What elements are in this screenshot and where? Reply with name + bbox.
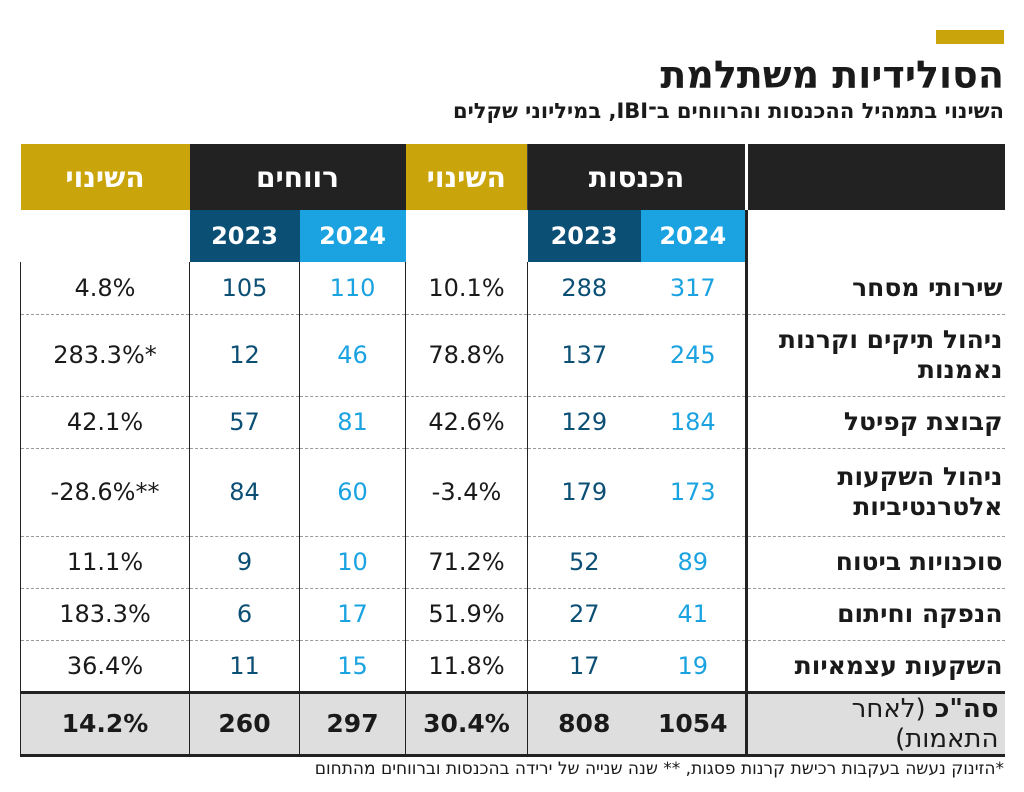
row-label: הנפקה וחיתום xyxy=(745,588,1005,641)
profit-2024-cell: 10 xyxy=(299,536,406,589)
total-label-cell: סה"כ (לאחר התאמות) xyxy=(745,690,1005,757)
profit-2023-cell: 12 xyxy=(189,314,300,397)
total-income-2023-cell: 808 xyxy=(527,690,641,757)
table-row: ניהול השקעות אלטרנטיביות 173 179 -3.4% 6… xyxy=(20,448,1005,537)
total-note: (לאחר התאמות) xyxy=(851,693,999,754)
income-2023-cell: 129 xyxy=(527,396,641,449)
profits-year-2024-header: 2024 xyxy=(299,210,406,262)
total-row: סה"כ (לאחר התאמות) 1054 808 30.4% 297 26… xyxy=(20,690,1005,757)
profit-2024-cell: 17 xyxy=(299,588,406,641)
income-2024-cell: 173 xyxy=(640,448,747,537)
income-2023-cell: 17 xyxy=(527,640,641,693)
income-change-header: השינוי xyxy=(405,144,528,210)
income-2024-cell: 89 xyxy=(640,536,747,589)
profit-2024-cell: 81 xyxy=(299,396,406,449)
profit-change-cell: 11.1% xyxy=(20,536,190,589)
row-label: ניהול תיקים וקרנות נאמנות xyxy=(745,314,1005,397)
profit-2024-cell: 110 xyxy=(299,262,406,315)
income-change-year-blank xyxy=(406,210,528,262)
income-year-2024-header: 2024 xyxy=(640,210,747,262)
profit-2024-cell: 60 xyxy=(299,448,406,537)
row-label: סוכנויות ביטוח xyxy=(745,536,1005,589)
footnote: *הזינוק נעשה בעקבות רכישת קרנות פסגות, *… xyxy=(314,759,1004,779)
table-row: ניהול תיקים וקרנות נאמנות 245 137 78.8% … xyxy=(20,314,1005,397)
total-label: סה"כ xyxy=(934,693,999,724)
total-profit-2024-cell: 297 xyxy=(299,690,406,757)
profit-2023-cell: 84 xyxy=(189,448,300,537)
table-row: שירותי מסחר 317 288 10.1% 110 105 4.8% xyxy=(20,262,1005,315)
row-label: קבוצת קפיטל xyxy=(745,396,1005,449)
page-title: הסולידיות משתלמת xyxy=(660,53,1004,97)
total-income-2024-cell: 1054 xyxy=(640,690,747,757)
income-change-cell: 10.1% xyxy=(405,262,528,315)
profit-change-cell: 183.3% xyxy=(20,588,190,641)
group-header-row: הכנסות השינוי רווחים השינוי xyxy=(20,144,1005,210)
profit-change-cell: 36.4% xyxy=(20,640,190,693)
table-row: קבוצת קפיטל 184 129 42.6% 81 57 42.1% xyxy=(20,396,1005,449)
profit-2024-cell: 46 xyxy=(299,314,406,397)
income-2024-cell: 317 xyxy=(640,262,747,315)
income-group-header: הכנסות xyxy=(527,144,747,210)
income-change-cell: 51.9% xyxy=(405,588,528,641)
total-profit-change-cell: 14.2% xyxy=(20,690,190,757)
income-2023-cell: 288 xyxy=(527,262,641,315)
data-table: הכנסות השינוי רווחים השינוי 2024 2023 20… xyxy=(20,144,1005,757)
income-2024-cell: 245 xyxy=(640,314,747,397)
income-2023-cell: 179 xyxy=(527,448,641,537)
income-2023-cell: 27 xyxy=(527,588,641,641)
table-row: הנפקה וחיתום 41 27 51.9% 17 6 183.3% xyxy=(20,588,1005,641)
year-label-blank xyxy=(745,210,1005,262)
income-change-cell: 78.8% xyxy=(405,314,528,397)
total-profit-2023-cell: 260 xyxy=(189,690,300,757)
income-2023-cell: 137 xyxy=(527,314,641,397)
page-subtitle: השינוי בתמהיל ההכנסות והרווחים ב־IBI, במ… xyxy=(452,99,1004,123)
profit-2023-cell: 6 xyxy=(189,588,300,641)
income-2024-cell: 41 xyxy=(640,588,747,641)
income-change-cell: -3.4% xyxy=(405,448,528,537)
label-header-blank xyxy=(745,144,1005,210)
income-2024-cell: 19 xyxy=(640,640,747,693)
income-change-cell: 42.6% xyxy=(405,396,528,449)
profit-change-cell: 283.3%* xyxy=(20,314,190,397)
income-2024-cell: 184 xyxy=(640,396,747,449)
profit-change-cell: -28.6%** xyxy=(20,448,190,537)
income-change-cell: 71.2% xyxy=(405,536,528,589)
accent-bar xyxy=(936,30,1004,44)
year-header-row: 2024 2023 2024 2023 xyxy=(21,210,1005,262)
income-2023-cell: 52 xyxy=(527,536,641,589)
profit-2023-cell: 105 xyxy=(189,262,300,315)
income-year-2023-header: 2023 xyxy=(527,210,641,262)
profits-year-2023-header: 2023 xyxy=(189,210,300,262)
table-row: השקעות עצמאיות 19 17 11.8% 15 11 36.4% xyxy=(20,640,1005,693)
profit-2023-cell: 9 xyxy=(189,536,300,589)
profits-change-year-blank xyxy=(21,210,190,262)
profit-2023-cell: 57 xyxy=(189,396,300,449)
profits-group-header: רווחים xyxy=(189,144,406,210)
row-label: השקעות עצמאיות xyxy=(745,640,1005,693)
row-label: ניהול השקעות אלטרנטיביות xyxy=(745,448,1005,537)
profit-change-cell: 4.8% xyxy=(20,262,190,315)
table-row: סוכנויות ביטוח 89 52 71.2% 10 9 11.1% xyxy=(20,536,1005,589)
total-income-change-cell: 30.4% xyxy=(405,690,528,757)
profit-2023-cell: 11 xyxy=(189,640,300,693)
profits-change-header: השינוי xyxy=(20,144,190,210)
profit-change-cell: 42.1% xyxy=(20,396,190,449)
profit-2024-cell: 15 xyxy=(299,640,406,693)
row-label: שירותי מסחר xyxy=(745,262,1005,315)
income-change-cell: 11.8% xyxy=(405,640,528,693)
